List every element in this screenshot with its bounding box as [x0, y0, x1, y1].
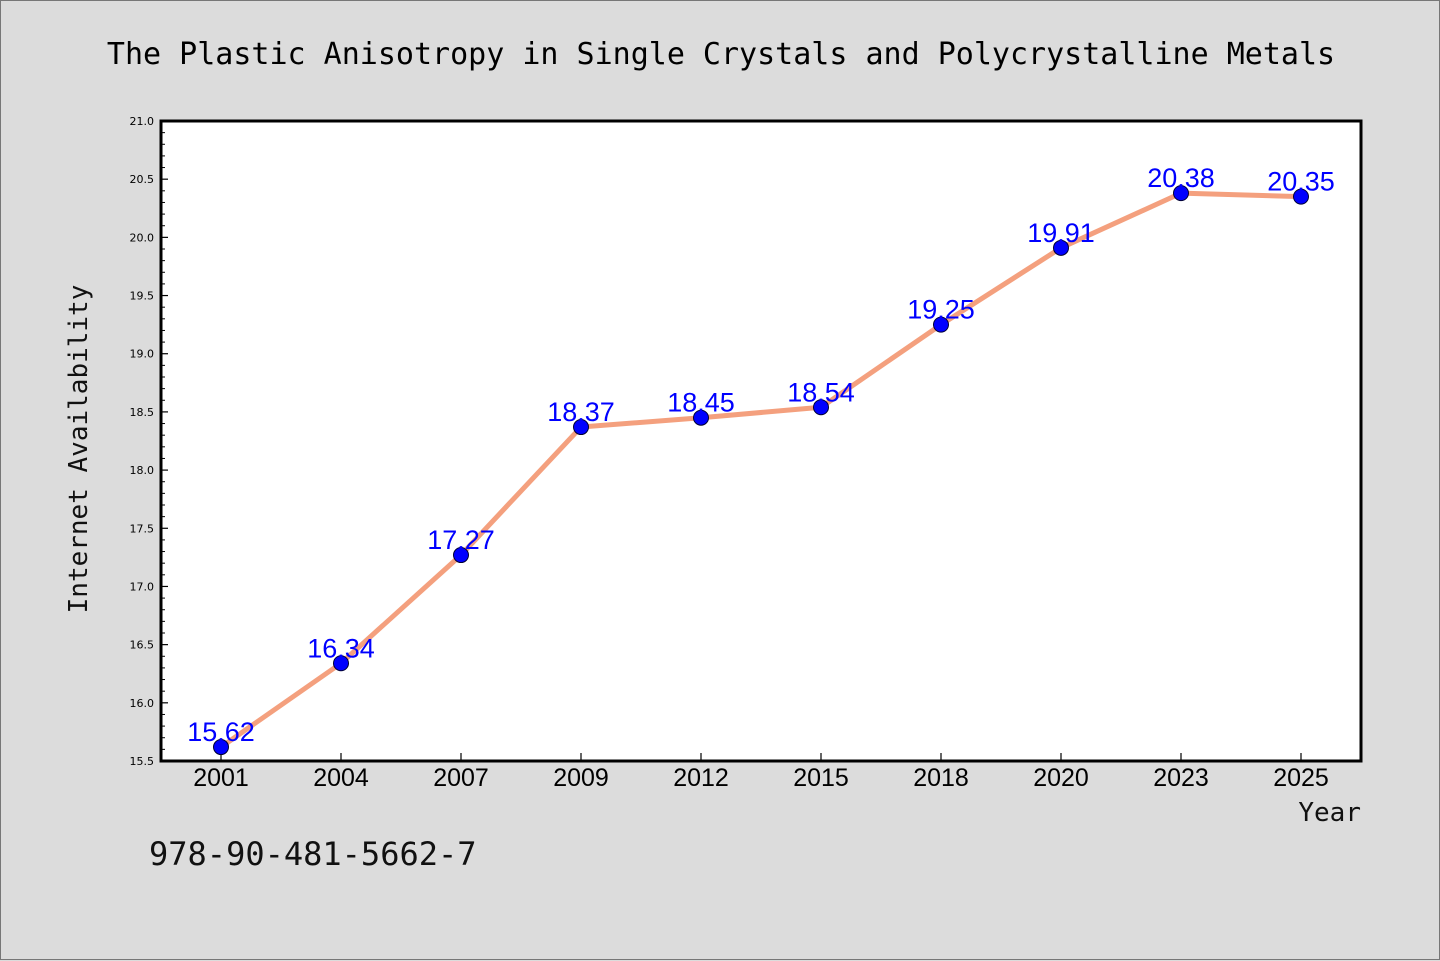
x-tick-label: 2009: [553, 764, 609, 792]
y-axis: 15.5 16.0 16.5 17.0 17.5 18.0 18.5 19.0 19.5 20.0…: [130, 115, 168, 768]
data-point: [1173, 185, 1189, 202]
data-point: [453, 547, 469, 564]
y-tick-label: 16.5: [130, 639, 155, 652]
x-tick-label: 2023: [1153, 764, 1209, 792]
x-tick-label: 2004: [313, 764, 369, 792]
x-axis: 2001 2004 2007 2009 2012 2015 2018 2020 2023 2025: [193, 753, 1329, 792]
y-tick-label: 20.0: [130, 231, 155, 244]
data-label: 16.34: [307, 633, 375, 663]
x-tick-label: 2015: [793, 764, 849, 792]
data-point: [693, 409, 709, 426]
x-tick-label: 2012: [673, 764, 729, 792]
isbn-annotation: 978-90-481-5662-7: [149, 835, 477, 873]
x-tick-label: 2001: [193, 764, 249, 792]
data-label: 20.38: [1147, 163, 1215, 193]
data-label: 18.54: [787, 377, 855, 407]
data-label: 19.91: [1027, 218, 1095, 248]
y-tick-label: 19.0: [130, 348, 155, 361]
data-point: [1053, 239, 1069, 256]
series-layer: [213, 185, 1309, 756]
y-tick-label: 18.5: [130, 406, 155, 419]
y-tick-label: 20.5: [130, 173, 155, 186]
data-label: 15.62: [187, 717, 255, 747]
x-tick-label: 2018: [913, 764, 969, 792]
y-tick-label: 16.0: [130, 697, 155, 710]
y-tick-label: 17.5: [130, 522, 155, 535]
data-point: [813, 399, 829, 416]
y-tick-label: 19.5: [130, 290, 155, 303]
series-line: [218, 190, 1304, 750]
x-tick-label: 2025: [1273, 764, 1329, 792]
y-tick-label: 21.0: [130, 115, 155, 128]
data-label: 20.35: [1267, 167, 1335, 197]
chart-title: The Plastic Anisotropy in Single Crystal…: [107, 37, 1335, 72]
data-point: [573, 419, 589, 436]
x-tick-label: 2007: [433, 764, 489, 792]
data-label: 18.37: [547, 397, 615, 427]
data-label: 19.25: [907, 295, 975, 325]
data-point: [213, 739, 229, 756]
data-label: 18.45: [667, 388, 735, 418]
x-axis-label: Year: [1298, 798, 1361, 828]
data-point: [333, 655, 349, 672]
data-point: [933, 316, 949, 333]
y-tick-label: 17.0: [130, 580, 155, 593]
data-point: [1293, 188, 1309, 205]
y-axis-label: Internet Availability: [64, 285, 94, 614]
x-tick-label: 2020: [1033, 764, 1089, 792]
data-label-layer: 15.62 16.34 17.27 18.37 18.45 18.54 19.25 19.91…: [187, 163, 1335, 747]
y-tick-label: 15.5: [130, 755, 155, 768]
y-tick-label: 18.0: [130, 464, 155, 477]
plot-area: [159, 119, 1363, 763]
data-label: 17.27: [427, 525, 495, 555]
